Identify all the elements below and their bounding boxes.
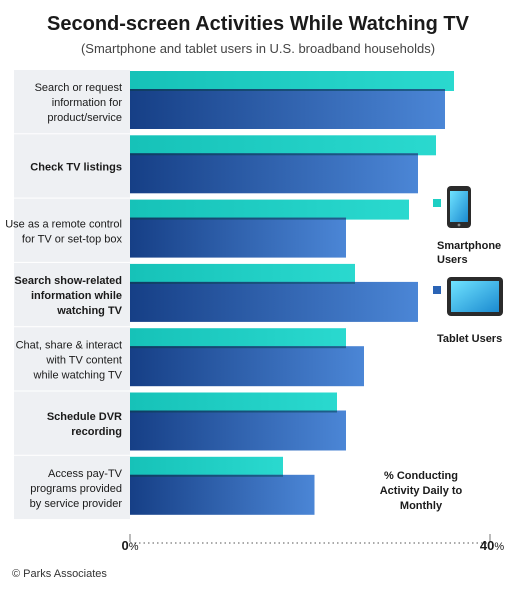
bar-smartphone-users bbox=[130, 328, 346, 349]
category-label: Search show-related information while watc… bbox=[14, 275, 122, 317]
category-label: Check TV listings bbox=[30, 161, 122, 173]
credit-text: © Parks Associates bbox=[12, 568, 107, 580]
category-band bbox=[14, 262, 130, 327]
bar-overlap bbox=[130, 217, 346, 220]
category-band bbox=[14, 455, 130, 520]
bar-overlap bbox=[130, 474, 283, 477]
category-label: Search or request information for product/… bbox=[35, 82, 123, 124]
bar-smartphone-users bbox=[130, 135, 436, 156]
bar-overlap bbox=[130, 153, 418, 156]
category-label: Schedule DVR recording bbox=[47, 411, 122, 438]
legend-swatch-smartphone bbox=[433, 199, 441, 207]
category-band bbox=[14, 198, 130, 262]
category-band bbox=[14, 70, 130, 134]
category-band bbox=[14, 134, 130, 198]
bar-smartphone-users bbox=[130, 392, 337, 413]
bar-smartphone-users bbox=[130, 263, 355, 284]
legend-swatch-tablet bbox=[433, 286, 441, 294]
bar-tablet-users bbox=[130, 474, 315, 515]
bar-tablet-users bbox=[130, 217, 346, 258]
chart-annotation: % Conducting Activity Daily to Monthly bbox=[380, 470, 463, 512]
bar-tablet-users bbox=[130, 89, 445, 129]
bar-overlap bbox=[130, 410, 337, 413]
x-tick-label-min: 0% bbox=[121, 538, 138, 553]
bar-tablet-users bbox=[130, 346, 364, 387]
legend: Smartphone Users Tablet Users bbox=[433, 186, 503, 345]
bar-overlap bbox=[130, 89, 445, 91]
chart-title: Second-screen Activities While Watching … bbox=[47, 13, 470, 35]
bar-smartphone-users bbox=[130, 456, 283, 477]
bar-smartphone-users bbox=[130, 199, 409, 220]
category-labels: Search or request information for product/… bbox=[5, 82, 122, 510]
legend-label-smartphone: Smartphone Users bbox=[437, 240, 501, 266]
category-label: Chat, share & interact with TV content whi… bbox=[16, 339, 123, 381]
smartphone-icon bbox=[447, 186, 471, 228]
chart-subtitle: (Smartphone and tablet users in U.S. bro… bbox=[81, 41, 435, 56]
bar-overlap bbox=[130, 346, 346, 349]
x-tick-label-max: 40% bbox=[480, 538, 504, 553]
category-label: Access pay-TV programs provided by service… bbox=[30, 468, 123, 510]
bar-smartphone-users bbox=[130, 71, 454, 91]
category-label: Use as a remote control for TV or set-top… bbox=[5, 218, 122, 245]
category-bands bbox=[14, 70, 130, 520]
bar-tablet-users bbox=[130, 153, 418, 194]
category-band bbox=[14, 391, 130, 455]
legend-label-tablet: Tablet Users bbox=[437, 333, 502, 345]
bar-tablet-users bbox=[130, 281, 418, 322]
category-band bbox=[14, 327, 130, 391]
tablet-icon bbox=[447, 277, 503, 316]
bar-tablet-users bbox=[130, 410, 346, 451]
bar-marks bbox=[130, 71, 454, 515]
bar-overlap bbox=[130, 281, 355, 284]
